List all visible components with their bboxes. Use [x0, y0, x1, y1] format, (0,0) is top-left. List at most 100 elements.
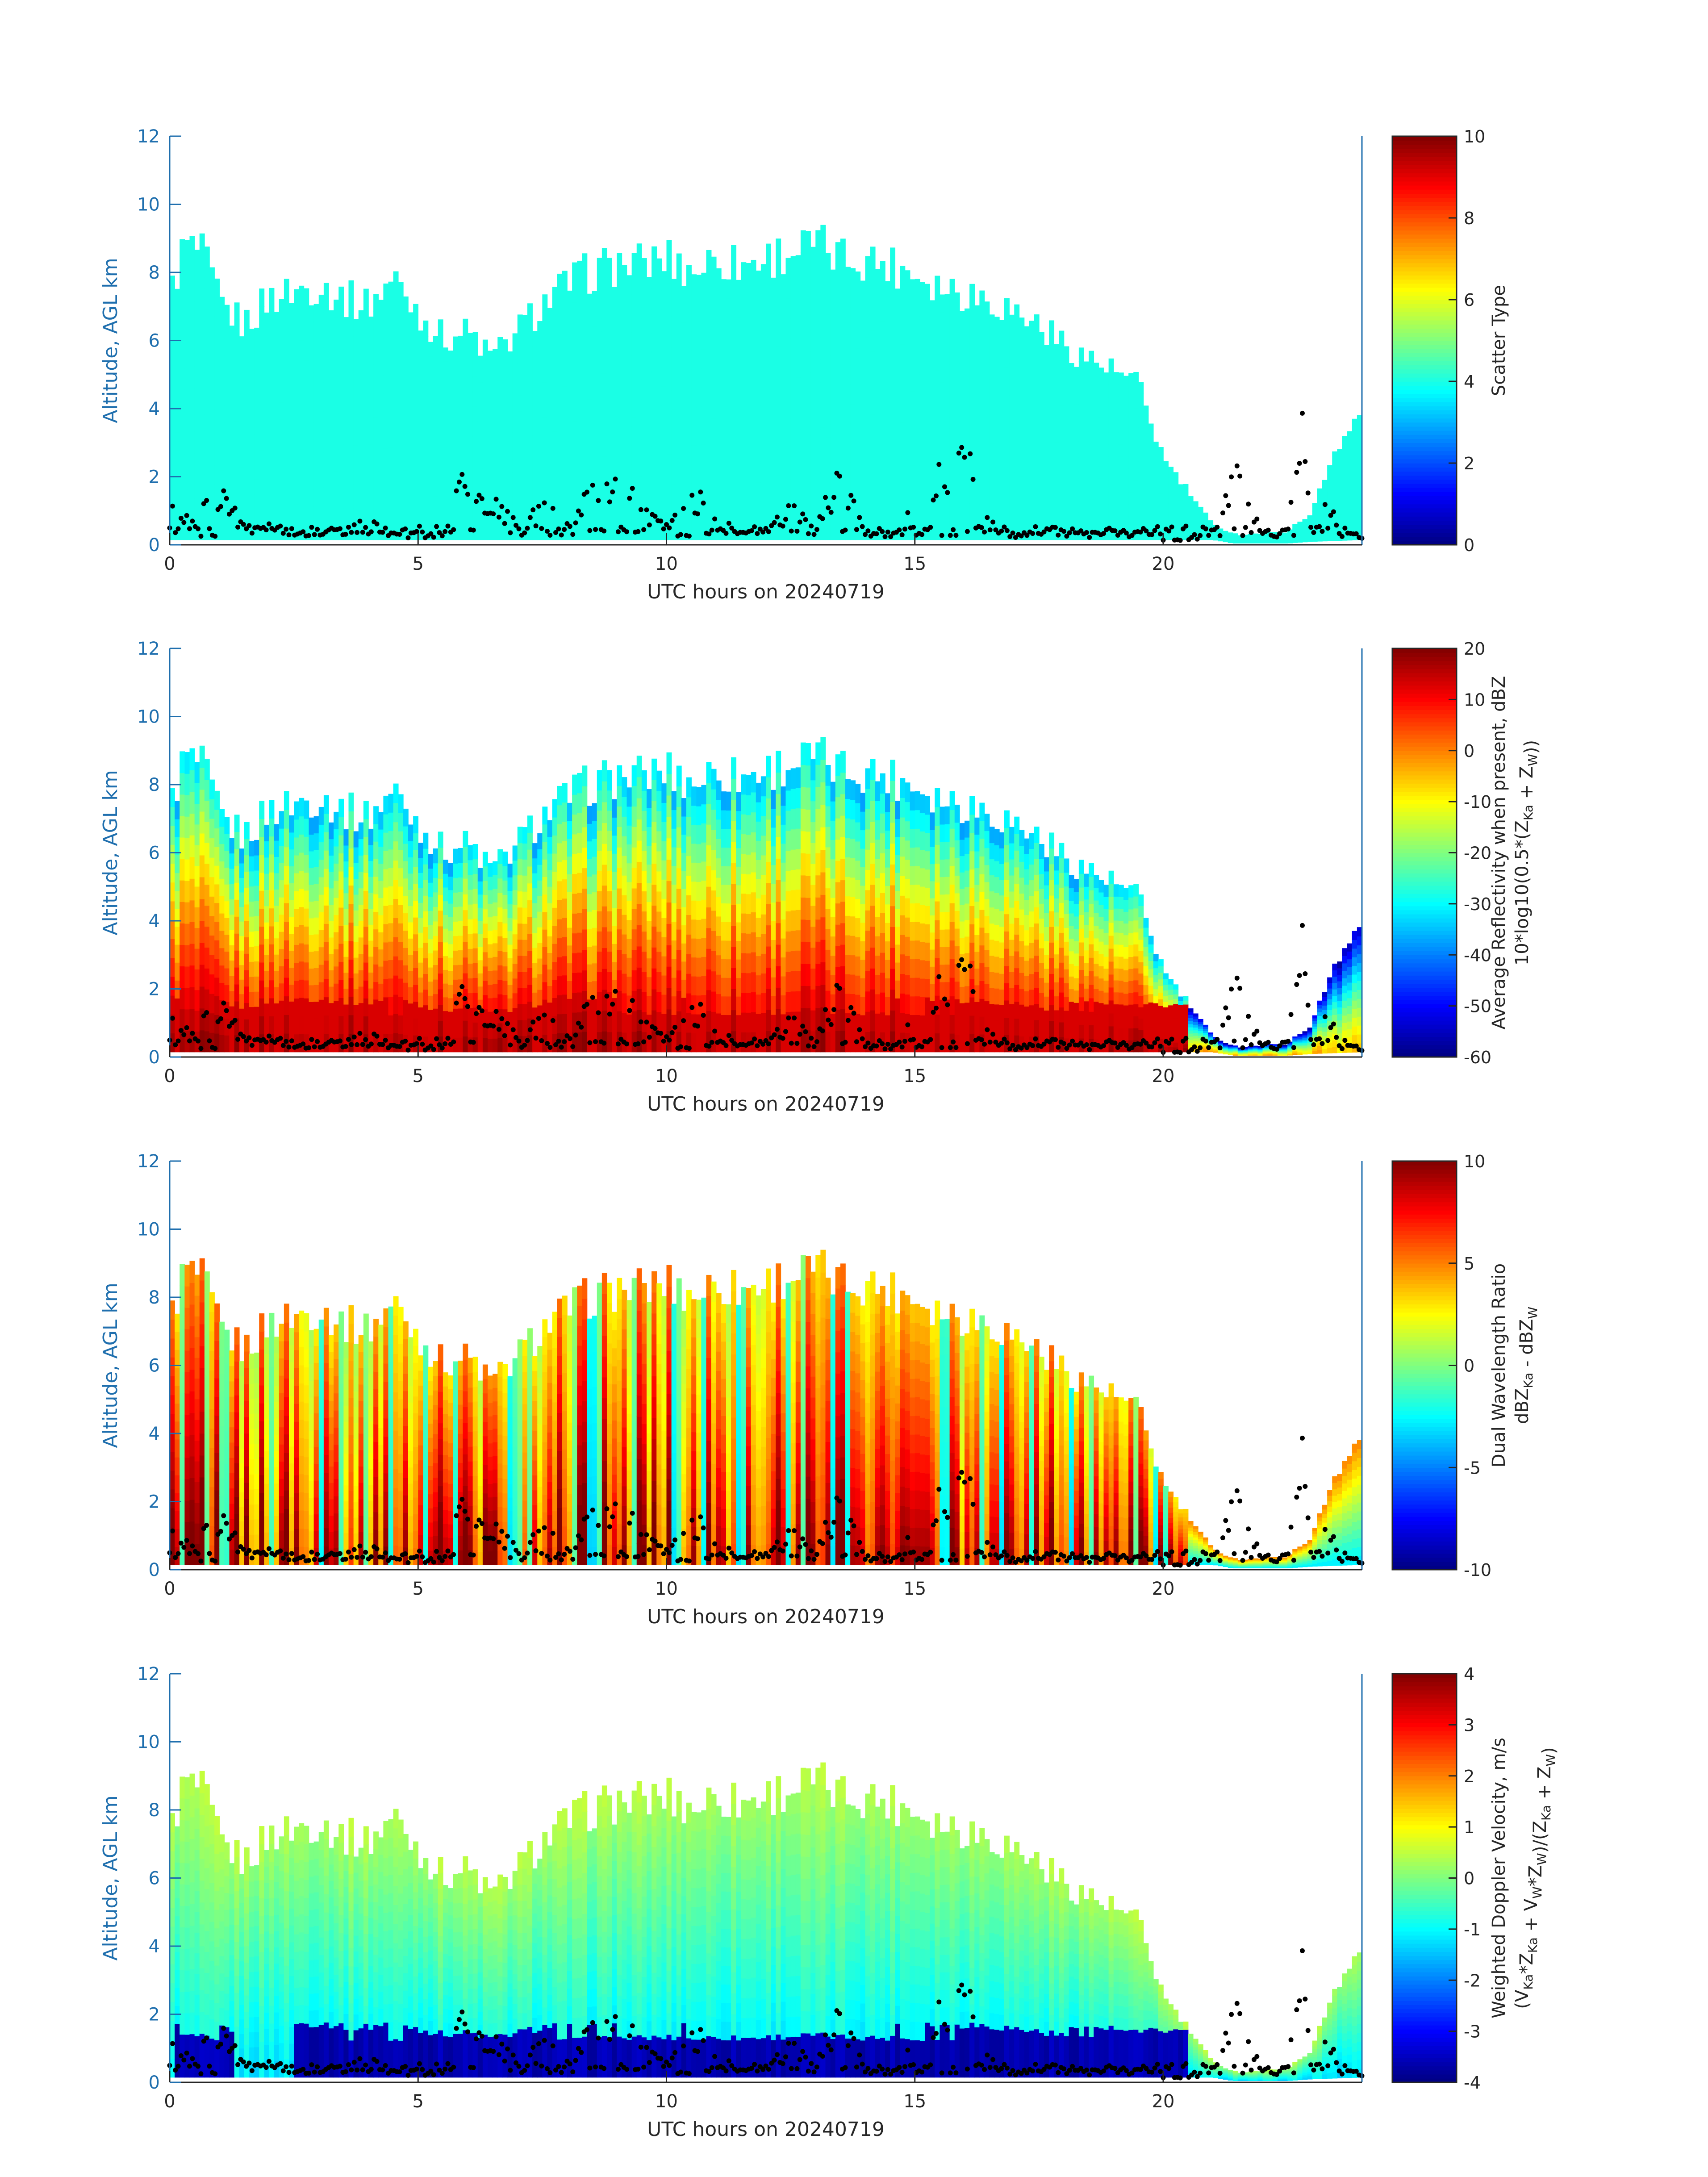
ceilometer-point	[686, 2071, 692, 2076]
ceilometer-point	[979, 525, 984, 530]
ceilometer-point	[1078, 1040, 1084, 1046]
ceilometer-point	[559, 1557, 564, 1563]
ceilometer-point	[380, 530, 385, 535]
ceilometer-point	[1305, 1515, 1311, 1521]
ceilometer-point	[897, 1552, 902, 1558]
ceilometer-point	[459, 1496, 465, 1502]
ceilometer-point	[803, 1029, 808, 1034]
ceilometer-point	[706, 1556, 712, 1562]
ceilometer-point	[1101, 1556, 1106, 1561]
ceilometer-point	[522, 1042, 527, 1048]
ceilometer-point	[1030, 531, 1036, 536]
ceilometer-point	[1342, 1038, 1348, 1043]
ceilometer-point	[201, 1526, 206, 1531]
ceilometer-point	[593, 527, 598, 532]
ceilometer-point	[428, 2068, 434, 2074]
ceilometer-point	[789, 528, 794, 534]
ceilometer-point	[593, 1039, 598, 1045]
ceilometer-point	[1308, 1550, 1314, 1555]
ceilometer-point	[752, 2062, 757, 2067]
ceilometer-point	[337, 1551, 342, 1556]
ceilometer-point	[712, 2054, 718, 2059]
ceilometer-point	[562, 2064, 567, 2070]
ceilometer-point	[357, 1543, 363, 1549]
ceilometer-point	[652, 2051, 658, 2056]
ceilometer-point	[451, 527, 456, 532]
ceilometer-point	[224, 1521, 229, 1526]
ceilometer-point	[454, 2026, 459, 2031]
ceilometer-point	[809, 1036, 814, 1041]
ceilometer-point	[1010, 1043, 1015, 1048]
ceilometer-point	[701, 2038, 706, 2043]
ceilometer-point	[527, 1540, 533, 1545]
ceilometer-point	[471, 1040, 476, 1045]
heatmap-field	[170, 737, 1362, 1056]
ceilometer-point	[874, 2068, 879, 2074]
ceilometer-point	[939, 1558, 944, 1563]
ceilometer-point	[601, 528, 607, 534]
ceilometer-point	[860, 524, 865, 529]
ceilometer-point	[928, 1550, 933, 1555]
ceilometer-point	[706, 531, 712, 537]
ceilometer-point	[1294, 982, 1299, 987]
ceilometer-point	[587, 1553, 593, 1558]
ceilometer-point	[471, 1552, 476, 1558]
ceilometer-point	[1087, 1559, 1092, 1565]
ceilometer-point	[235, 1036, 241, 1042]
ceilometer-point	[843, 1552, 848, 1558]
ceilometer-point	[505, 509, 510, 514]
ceilometer-point	[190, 2056, 195, 2061]
ceilometer-point	[874, 531, 879, 536]
ceilometer-point	[397, 1044, 402, 1049]
y-tick-label: 12	[137, 639, 160, 659]
ceilometer-point	[213, 2071, 218, 2077]
ceilometer-point	[1194, 1561, 1200, 1567]
ceilometer-point	[267, 2059, 271, 2064]
ceilometer-point	[221, 1000, 226, 1006]
ceilometer-point	[965, 529, 970, 534]
ceilometer-point	[284, 2064, 289, 2069]
ceilometer-point	[786, 1528, 791, 1534]
y-tick-label: 10	[137, 707, 160, 727]
ceilometer-point	[857, 1540, 862, 1545]
ceilometer-point	[1152, 1040, 1157, 1045]
ceilometer-point	[803, 2054, 808, 2060]
ceilometer-point	[786, 503, 791, 509]
ceilometer-point	[414, 529, 419, 534]
ceilometer-point	[1288, 1525, 1294, 1530]
ceilometer-point	[178, 2053, 184, 2058]
ceilometer-point	[201, 2039, 206, 2044]
ceilometer-point	[786, 2041, 791, 2046]
ceilometer-point	[1229, 2012, 1234, 2017]
ceilometer-point	[635, 1041, 641, 1046]
ceilometer-point	[1033, 2061, 1038, 2067]
ceilometer-point	[615, 1554, 621, 1559]
ceilometer-point	[933, 1518, 939, 1523]
ceilometer-point	[286, 532, 292, 538]
ceilometer-point	[851, 2036, 856, 2041]
ceilometer-point	[763, 2063, 768, 2068]
ceilometer-point	[1129, 533, 1135, 538]
ceilometer-point	[227, 511, 232, 517]
ceilometer-point	[343, 2069, 348, 2074]
ceilometer-point	[760, 2067, 766, 2072]
ceilometer-point	[383, 1550, 388, 1555]
ceilometer-point	[244, 2064, 249, 2069]
ceilometer-point	[479, 1521, 484, 1526]
ceilometer-point	[661, 526, 666, 531]
ceilometer-point	[437, 530, 442, 535]
ceilometer-point	[837, 473, 842, 479]
colorbar: -4 -3 -2 -1 0 1 2 3 4 Weighted Doppler Velocity, …	[1391, 1664, 1559, 2093]
ceilometer-point	[661, 1038, 666, 1044]
ceilometer-point	[635, 2066, 641, 2072]
ceilometer-point	[678, 1557, 683, 1562]
ceilometer-point	[604, 1506, 610, 1512]
ceilometer-point	[899, 1045, 905, 1050]
ceilometer-point	[811, 532, 817, 537]
ceilometer-point	[689, 2030, 695, 2035]
ceilometer-point	[175, 2064, 181, 2069]
ceilometer-point	[1265, 527, 1271, 533]
ceilometer-point	[1243, 1550, 1248, 1555]
ceilometer-point	[820, 1028, 825, 1033]
